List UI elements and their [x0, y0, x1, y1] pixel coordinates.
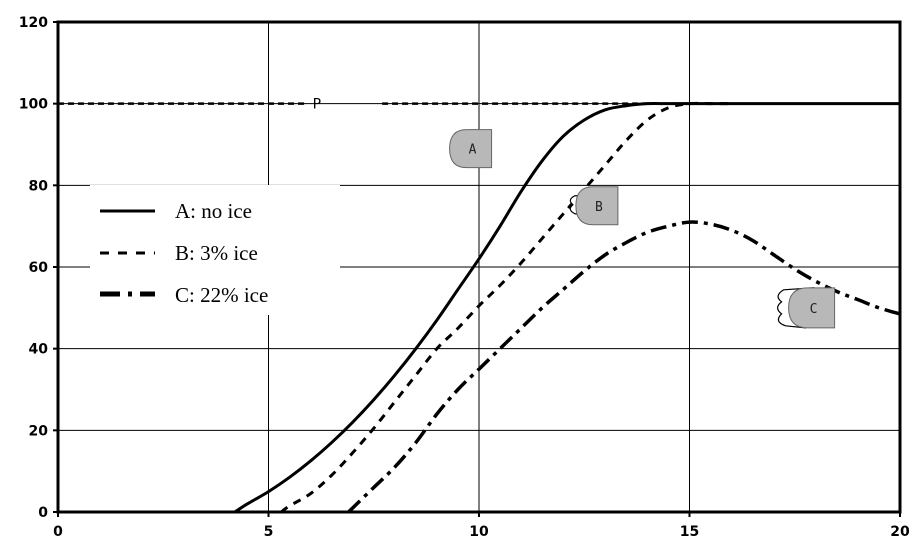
car-icon-a: A: [449, 129, 493, 169]
annotation-p: P: [313, 97, 321, 113]
legend: A: no ice B: 3% ice C: 22% ice: [90, 185, 340, 315]
annotation-c: C: [810, 302, 818, 317]
x-tick-label: 20: [890, 524, 910, 540]
y-tick-label: 80: [29, 178, 49, 194]
car-icons: A B C: [449, 129, 836, 329]
series-line-b: [280, 101, 732, 514]
legend-entry-a: A: no ice: [175, 199, 252, 223]
y-tick-label: 100: [19, 97, 48, 113]
y-tick-label: 40: [29, 342, 49, 358]
x-tick-label: 15: [680, 524, 699, 540]
y-tick-label: 120: [19, 15, 48, 31]
x-tick-label: 10: [469, 524, 489, 540]
car-shape-c: [788, 287, 836, 329]
y-tick-label: 0: [38, 505, 48, 521]
annotation-b: B: [595, 200, 603, 215]
car-icon-b: B: [569, 186, 619, 226]
annotation-a: A: [469, 143, 477, 158]
car-icon-c: C: [776, 287, 836, 329]
legend-entry-c: C: 22% ice: [175, 283, 268, 307]
plot-frame: [56, 20, 902, 514]
x-tick-label: 5: [264, 524, 274, 540]
series-line-c: [347, 220, 901, 514]
y-tick-label: 60: [29, 260, 49, 276]
car-shape-a: [449, 129, 493, 169]
car-shape-b: [575, 186, 619, 226]
annotations: P: [313, 97, 321, 113]
legend-entry-b: B: 3% ice: [175, 241, 258, 265]
series-lines: [58, 101, 901, 514]
y-tick-label: 20: [29, 423, 49, 439]
x-tick-label: 0: [53, 524, 63, 540]
